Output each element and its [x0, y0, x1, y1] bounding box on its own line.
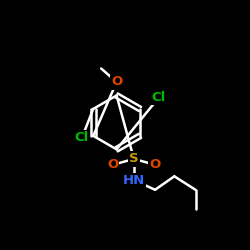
Text: S: S: [129, 152, 139, 166]
Text: O: O: [111, 76, 122, 88]
Text: O: O: [150, 158, 161, 171]
Text: Cl: Cl: [152, 91, 166, 104]
Text: Cl: Cl: [75, 131, 89, 144]
Text: O: O: [107, 158, 118, 171]
Text: HN: HN: [123, 174, 145, 187]
